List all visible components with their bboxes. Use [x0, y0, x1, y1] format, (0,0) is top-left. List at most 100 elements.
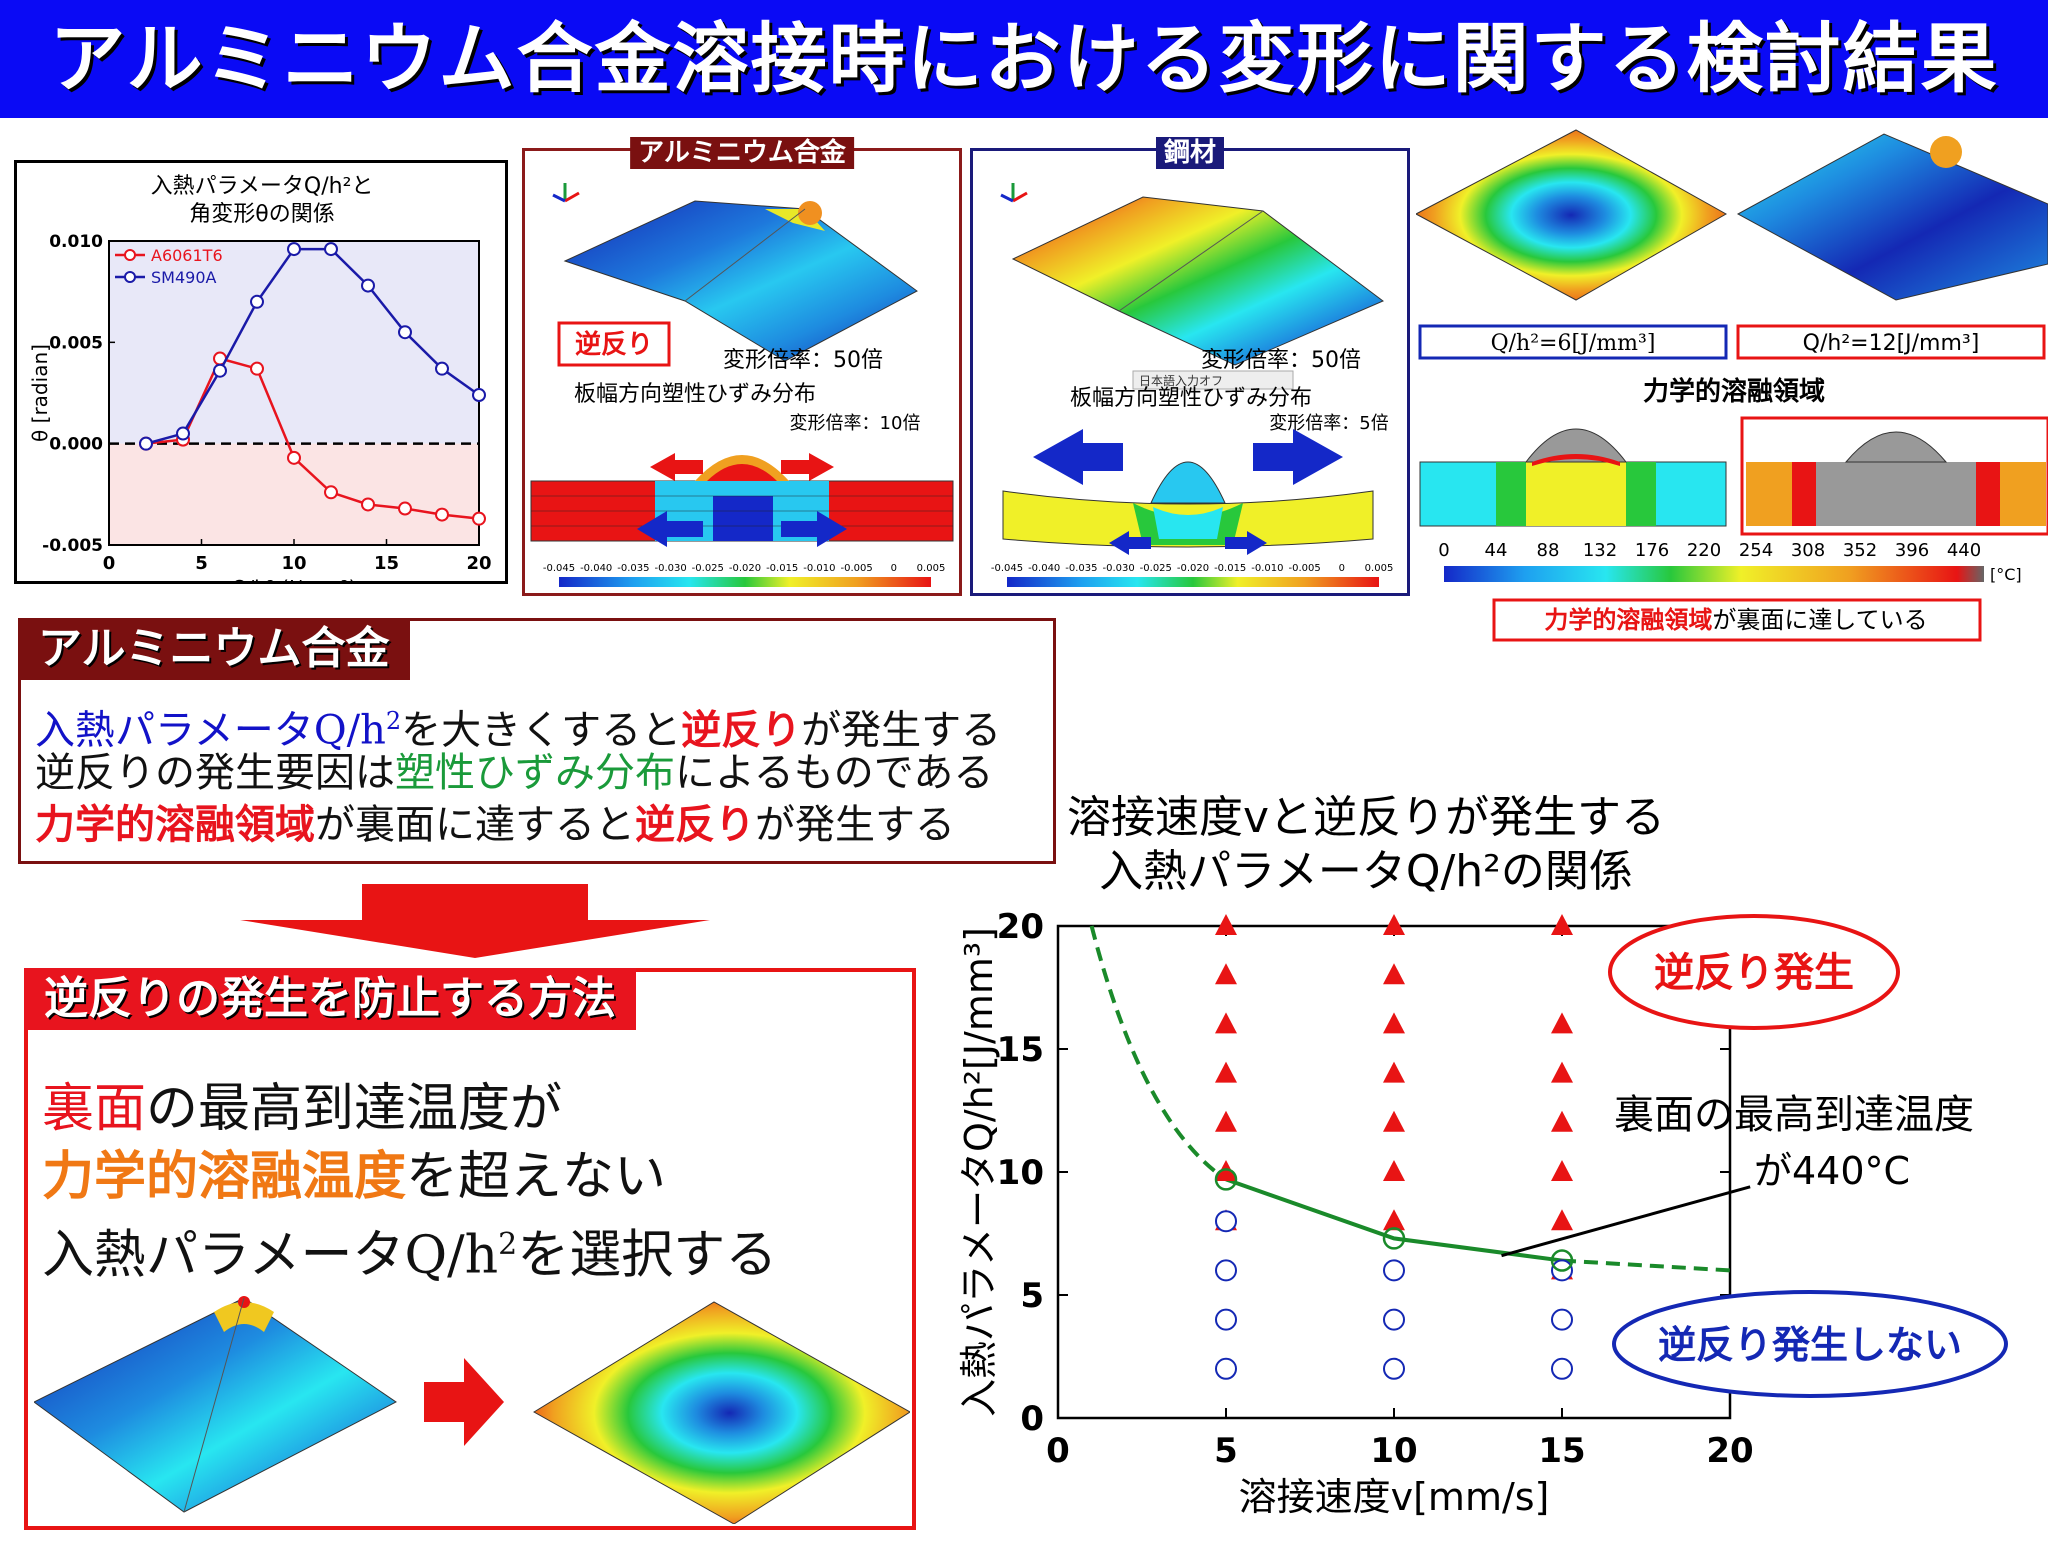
- x-tick-label: 5: [1214, 1431, 1238, 1471]
- prevent-plates-figure: [34, 1296, 910, 1524]
- data-point: [361, 497, 375, 512]
- reverse-point: [1215, 1061, 1237, 1083]
- al-line3-b: が裏面に達すると: [315, 802, 635, 848]
- temp-tick-label: 132: [1583, 540, 1617, 561]
- right-arrow-icon: [424, 1358, 504, 1446]
- data-point: [287, 450, 301, 465]
- annotation-line2: が440°C: [1754, 1149, 1910, 1193]
- x-axis-label: Q/h² (J/mm³): [232, 576, 357, 581]
- data-point: [472, 388, 486, 403]
- colorbar-tick-label: -0.035: [1065, 563, 1097, 574]
- x-tick-label: 5: [195, 553, 208, 574]
- colorbar-tick-label: 0.005: [1365, 563, 1394, 574]
- ime-label: 日本語入力オフ: [1139, 373, 1223, 388]
- reverse-point: [1383, 963, 1405, 985]
- melt-figure: Q/h²=6[J/mm³] Q/h²=12[J/mm³] 力学的溶融領域 0 44…: [1416, 129, 2048, 642]
- colorbar-tick-label: -0.045: [543, 563, 575, 574]
- melt-note-red: 力学的溶融領域: [1544, 606, 1712, 634]
- colorbar-tick-label: -0.015: [1214, 563, 1246, 574]
- reverse-point: [1215, 914, 1237, 935]
- y-tick-label: 0: [1020, 1399, 1044, 1439]
- prevent-line1-a: 裏面: [42, 1079, 147, 1139]
- y-tick-label: 0.000: [49, 435, 103, 455]
- al-line3: 力学的溶融領域が裏面に達すると逆反りが発生する: [35, 799, 955, 851]
- no-reverse-point: [1215, 1259, 1237, 1282]
- prevent-line2-a: 力学的溶融温度: [42, 1147, 407, 1207]
- boundary-dashed-right: [1561, 1258, 1731, 1273]
- data-point: [361, 278, 375, 293]
- y-tick-label: -0.005: [42, 536, 103, 556]
- y-tick-label: 20: [997, 907, 1044, 947]
- colorbar-tick-label: -0.005: [840, 563, 872, 574]
- data-point: [139, 436, 153, 451]
- al-line2: 逆反りの発生要因は塑性ひずみ分布によるものである: [35, 747, 993, 799]
- x-tick-label: 20: [466, 553, 491, 574]
- data-point: [213, 363, 227, 378]
- colorbar-tick-label: 0.005: [917, 563, 946, 574]
- annotation-pointer: [1501, 1185, 1751, 1258]
- al-line2-b: 塑性ひずみ分布: [395, 750, 675, 796]
- y-axis-label: θ [radian]: [28, 344, 52, 442]
- steel-strain-title: 板幅方向塑性ひずみ分布: [1070, 386, 1312, 411]
- reverse-point: [1383, 1110, 1405, 1132]
- reverse-point: [1551, 914, 1573, 935]
- prevent-line2-b: を超えない: [406, 1147, 667, 1207]
- no-reverse-point: [1383, 1357, 1405, 1380]
- fe-aluminum-tag: アルミニウム合金: [630, 137, 854, 169]
- chart2-title-line2: 入熱パラメータQ/h²の関係: [1099, 846, 1633, 897]
- prevent-section: 逆反りの発生を防止する方法 裏面の最高到達温度が 力学的溶融温度を超えない 入熱…: [24, 968, 916, 1530]
- x-tick-label: 20: [1706, 1431, 1753, 1471]
- x-tick-label: 0: [1046, 1431, 1070, 1471]
- y-tick-label: 15: [997, 1030, 1044, 1070]
- theta-chart: 入熱パラメータQ/h²と 角変形θの関係 0 5 10 15 20 -0.005 0.000…: [28, 174, 492, 581]
- reverse-point: [1383, 1160, 1405, 1181]
- temp-tick-label: 352: [1843, 540, 1877, 561]
- y-tick-label: 0.010: [49, 232, 103, 252]
- chart1-title-line1: 入熱パラメータQ/h²と: [151, 174, 374, 199]
- data-point: [250, 361, 264, 376]
- axis-triad-icon: [552, 183, 580, 203]
- prevent-line2: 力学的溶融温度を超えない: [42, 1144, 666, 1210]
- melt-title: 力学的溶融領域: [1643, 376, 1825, 407]
- reverse-point: [1215, 1110, 1237, 1132]
- al-line1: 入熱パラメータQ/h2を大きくすると逆反りが発生する: [35, 695, 1001, 756]
- fe-steel-tag: 鋼材: [1155, 137, 1225, 169]
- x-tick-label: 10: [1370, 1431, 1417, 1471]
- colorbar-tick-label: -0.040: [1028, 563, 1060, 574]
- data-point: [176, 426, 190, 441]
- prevent-header: 逆反りの発生を防止する方法: [24, 968, 636, 1030]
- al-line1-b: Q/h: [313, 707, 386, 754]
- no-reverse-label: 逆反り発生しない: [1658, 1323, 1962, 1367]
- positive-region: [109, 241, 479, 444]
- reverse-point: [1551, 1061, 1573, 1083]
- legend-marker: [124, 271, 136, 283]
- boundary-point: [1382, 1227, 1406, 1250]
- al-section: アルミニウム合金 入熱パラメータQ/h2を大きくすると逆反りが発生する 逆反りの…: [18, 618, 1056, 864]
- colorbar-tick-label: -0.045: [991, 563, 1023, 574]
- melt-label-q6-box: [1418, 324, 1728, 360]
- temp-tick-label: 176: [1635, 540, 1669, 561]
- y-tick-label: 10: [997, 1153, 1044, 1193]
- steel-scale-5: 変形倍率：5倍: [1269, 413, 1388, 434]
- steel-scale-50: 変形倍率：50倍: [1201, 348, 1361, 373]
- data-point: [435, 507, 449, 522]
- series-line-A6061T6: [145, 357, 480, 520]
- reverse-point: [1383, 1061, 1405, 1083]
- x-tick-label: 0: [103, 553, 116, 574]
- melt-note-box: [1492, 598, 1982, 642]
- melt-note-rest: が裏面に達している: [1712, 606, 1927, 634]
- reverse-point: [1551, 1012, 1573, 1034]
- data-point: [324, 485, 338, 500]
- temp-tick-label: 88: [1537, 540, 1560, 561]
- melt-note: 力学的溶融領域が裏面に達している: [1544, 606, 1927, 634]
- y-tick-label: 0.005: [49, 333, 103, 353]
- prevent-line3-sup: 2: [498, 1227, 518, 1262]
- page-title: アルミニウム合金溶接時における変形に関する検討結果: [0, 0, 2048, 118]
- axis-triad-icon-steel: [1000, 183, 1028, 203]
- theta-chart-panel: 入熱パラメータQ/h²と 角変形θの関係 0 5 10 15 20 -0.005 0.000…: [14, 160, 508, 584]
- x-tick-label: 10: [281, 553, 306, 574]
- al-line1-d: 逆反り: [681, 707, 802, 754]
- temp-tick-label: 220: [1687, 540, 1721, 561]
- boundary-point: [1214, 1168, 1238, 1191]
- al-line1-sup: 2: [385, 707, 402, 735]
